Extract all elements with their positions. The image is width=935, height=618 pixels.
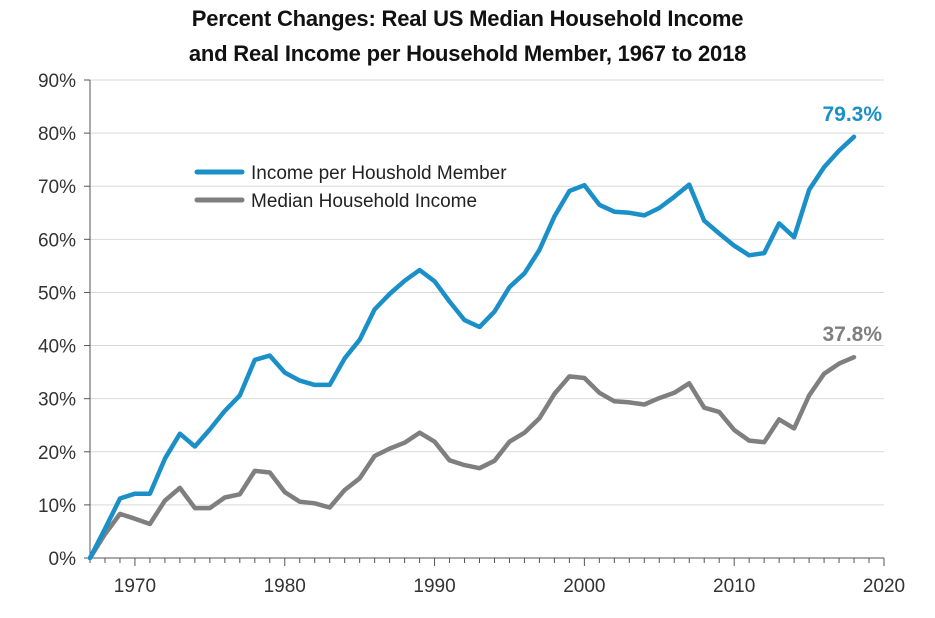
- chart-subtitle: and Real Income per Household Member, 19…: [188, 41, 747, 66]
- y-tick-label: 10%: [38, 496, 76, 517]
- y-tick-label: 20%: [38, 443, 76, 464]
- chart-title: Percent Changes: Real US Median Househol…: [191, 6, 744, 31]
- y-tick-label: 70%: [38, 177, 76, 198]
- x-tick-label: 1980: [264, 576, 306, 597]
- y-tick-label: 30%: [38, 390, 76, 411]
- x-tick-label: 2020: [863, 576, 905, 597]
- series-line-median-household-income: [87, 354, 857, 561]
- y-tick-label: 50%: [38, 283, 76, 304]
- series-line-income-per-houshold-member: [87, 134, 857, 561]
- x-tick-label: 1970: [114, 576, 156, 597]
- x-tick-label: 2010: [713, 576, 755, 597]
- y-tick-label: 90%: [38, 71, 76, 92]
- end-value-label: 79.3%: [822, 103, 882, 126]
- y-tick-label: 0%: [49, 549, 77, 570]
- legend-label: Income per Houshold Member: [251, 163, 507, 184]
- end-value-label: 37.8%: [822, 323, 882, 346]
- x-tick-label: 2000: [563, 576, 605, 597]
- y-tick-label: 60%: [38, 230, 76, 251]
- y-tick-label: 80%: [38, 124, 76, 145]
- y-tick-label: 40%: [38, 337, 76, 358]
- legend-label: Median Household Income: [251, 191, 477, 212]
- x-tick-label: 1990: [413, 576, 455, 597]
